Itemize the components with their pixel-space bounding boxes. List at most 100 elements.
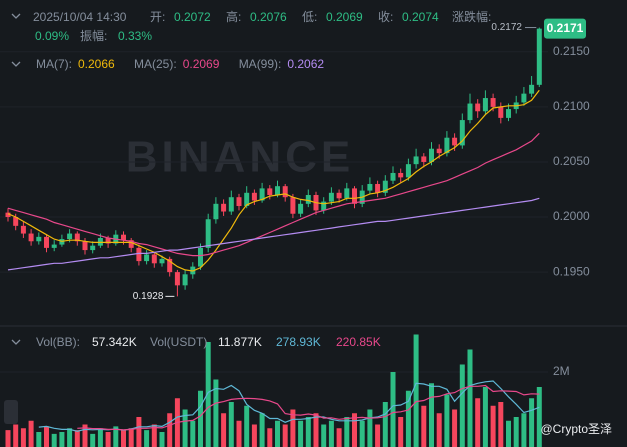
candle-body <box>444 137 450 154</box>
candle-body <box>44 236 49 248</box>
volume-bar <box>506 420 511 447</box>
header-text: 涨跌幅: <box>452 9 491 24</box>
volume-bar <box>513 417 519 447</box>
volume-bar <box>82 424 88 447</box>
volume-legend: 57.342K <box>92 335 137 349</box>
volume-bar <box>36 432 42 447</box>
header-text: 高: <box>226 9 241 24</box>
volume-bar <box>490 405 496 447</box>
collapse-icon[interactable] <box>11 13 21 19</box>
volume-bar <box>459 364 465 447</box>
collapse-icon[interactable] <box>11 339 21 345</box>
volume-bar <box>452 409 458 447</box>
volume-bar <box>5 430 11 447</box>
volume-bar <box>205 342 211 447</box>
candle-body <box>67 233 73 240</box>
volume-bar <box>421 405 427 447</box>
candle-body <box>51 244 57 248</box>
volume-bar <box>359 420 365 447</box>
volume-bar <box>51 433 57 447</box>
candle-body <box>482 98 488 112</box>
ma-legend-value: 0.2062 <box>287 57 324 71</box>
volume-bar <box>467 349 473 447</box>
candle-body <box>336 192 342 199</box>
candle-body <box>167 258 173 273</box>
header-text: 0.2076 <box>250 10 287 24</box>
ma-line <box>7 197 540 271</box>
candle-body <box>490 98 496 107</box>
candle-body <box>20 225 26 234</box>
ma-legend-value: 0.2066 <box>78 57 115 71</box>
candle-body <box>390 172 396 181</box>
volume-bar <box>390 372 396 447</box>
y-tick-label: 0.2050 <box>553 154 590 168</box>
low-marker: 0.1928 <box>133 291 164 302</box>
candle-body <box>13 217 19 226</box>
collapse-icon[interactable] <box>11 61 21 67</box>
credit: @Crypto圣泽 <box>540 422 612 436</box>
candle-body <box>28 233 34 242</box>
candle-body <box>205 219 211 248</box>
y-tick-label: 2M <box>553 364 570 378</box>
ma-legend-name: MA(7): <box>36 57 72 71</box>
candle-body <box>459 120 465 146</box>
volume-legend: 11.877K <box>218 335 262 349</box>
scroll-handle[interactable] <box>4 400 18 424</box>
volume-bar <box>113 426 119 447</box>
volume-bar <box>136 417 142 447</box>
header-text: 0.2072 <box>174 10 211 24</box>
volume-legend: Vol(BB): <box>36 335 80 349</box>
ma-legend-value: 0.2069 <box>183 57 220 71</box>
volume-bar <box>90 433 96 447</box>
candle-body <box>244 192 250 207</box>
candle-body <box>151 254 157 264</box>
candle-body <box>352 188 357 204</box>
candle-body <box>174 272 180 286</box>
volume-bar <box>290 409 296 447</box>
candle-body <box>74 233 80 242</box>
volume-bar <box>228 402 234 447</box>
volume-bar <box>221 413 227 447</box>
candle-body <box>82 241 88 251</box>
candle-body <box>498 106 504 118</box>
volume-bar <box>375 424 381 447</box>
header-text: 2025/10/04 14:30 <box>33 10 127 24</box>
y-tick-label: 0.2100 <box>553 99 590 113</box>
candle-body <box>5 212 11 218</box>
candle-body <box>213 203 219 220</box>
ma-legend-name: MA(25): <box>134 57 177 71</box>
candle-body <box>305 195 311 204</box>
volume-bar <box>352 413 357 447</box>
candle-body <box>90 245 96 251</box>
candle-body <box>221 203 227 212</box>
volume-bar <box>367 409 373 447</box>
candle-body <box>413 156 419 165</box>
volume-bar <box>182 409 188 447</box>
candle-body <box>236 197 242 207</box>
candle-body <box>398 172 404 178</box>
volume-bar <box>105 432 111 447</box>
volume-bar <box>59 432 65 447</box>
header-text: 0.33% <box>118 29 152 43</box>
volume-bar <box>344 417 350 447</box>
volume-bar <box>313 413 319 447</box>
volume-bar <box>298 420 304 447</box>
volume-bar <box>128 428 134 447</box>
volume-ma-line <box>77 384 540 431</box>
candle-body <box>421 156 427 162</box>
volume-legend: 220.85K <box>336 335 381 349</box>
volume-bar <box>267 428 273 447</box>
volume-bar <box>20 428 26 447</box>
volume-bar <box>144 430 150 447</box>
volume-bar <box>328 420 334 447</box>
candle-body <box>321 201 327 211</box>
candle-body <box>267 188 273 195</box>
volume-bar <box>251 424 257 447</box>
candle-body <box>121 234 126 241</box>
candle-body <box>506 109 511 118</box>
volume-bar <box>475 398 481 447</box>
candle-body <box>182 274 188 286</box>
candle-body <box>128 240 134 248</box>
volume-bar <box>167 413 173 447</box>
volume-bar <box>336 428 342 447</box>
